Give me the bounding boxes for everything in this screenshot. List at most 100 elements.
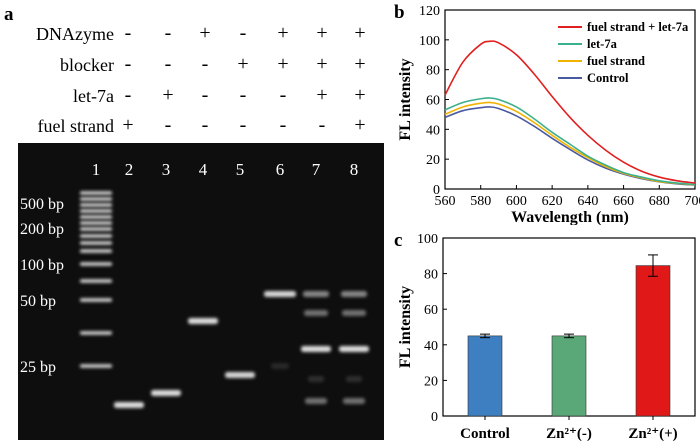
sign-cell: - xyxy=(279,114,287,136)
row-label: DNAzyme xyxy=(36,24,114,44)
lane-number: 7 xyxy=(312,160,321,179)
category-label: Zn²⁺(+) xyxy=(628,426,677,442)
sign-cell: + xyxy=(316,84,328,106)
sign-cell: - xyxy=(164,53,172,75)
bar xyxy=(635,265,671,417)
series-line xyxy=(444,40,696,184)
sign-cell: - xyxy=(124,53,132,75)
panel-c-label: c xyxy=(394,230,402,251)
sign-cell: - xyxy=(201,53,209,75)
sign-cell: - xyxy=(201,84,209,106)
ladder-band xyxy=(80,221,112,225)
ladder-band xyxy=(80,234,112,238)
x-tick-label-b: 620 xyxy=(542,194,563,209)
ladder-band xyxy=(80,241,112,245)
sign-cell: + xyxy=(354,84,366,106)
legend-label: Control xyxy=(587,71,629,85)
sign-cell: + xyxy=(354,114,366,136)
ladder-band xyxy=(80,298,112,302)
y-tick-label-b: 80 xyxy=(426,64,440,79)
sign-cell: - xyxy=(201,114,209,136)
legend-label: let-7a xyxy=(587,37,618,51)
plot-frame-b xyxy=(444,9,696,190)
lane-number: 4 xyxy=(199,160,208,179)
x-tick-label-b: 580 xyxy=(470,194,491,209)
gel-band xyxy=(308,376,324,382)
y-tick-label-b: 0 xyxy=(433,183,440,198)
row-label: fuel strand xyxy=(37,116,114,136)
gel-band xyxy=(271,363,289,369)
lane-number: 5 xyxy=(236,160,245,179)
gel-band xyxy=(343,398,365,404)
x-tick-label-b: 600 xyxy=(506,194,527,209)
y-tick-label-b: 100 xyxy=(419,34,440,49)
sign-cell: + xyxy=(277,22,289,44)
y-axis-label-c: FL intensity xyxy=(397,286,414,368)
ladder-band xyxy=(80,279,112,283)
y-tick-label-b: 20 xyxy=(426,153,440,168)
gel-band xyxy=(341,291,367,297)
sign-cell: + xyxy=(237,53,249,75)
row-label: let-7a xyxy=(73,86,114,106)
bar xyxy=(467,335,503,417)
gel-band xyxy=(346,376,362,382)
sign-cell: + xyxy=(316,53,328,75)
y-tick-label-c: 0 xyxy=(431,410,438,425)
sign-cell: - xyxy=(239,22,247,44)
series-line xyxy=(444,97,696,186)
x-tick-label-b: 640 xyxy=(577,194,598,209)
legend-label: fuel strand + let-7a xyxy=(587,20,689,34)
gel-svg: 1 2 3 4 5 6 7 8 500 bp 200 bp 100 bp 50 bp 25 bp xyxy=(20,160,369,408)
marker-label: 500 bp xyxy=(20,196,64,213)
sign-cell: + xyxy=(354,53,366,75)
sign-cell: + xyxy=(199,22,211,44)
sign-cell: - xyxy=(239,84,247,106)
gel-band xyxy=(264,291,296,297)
ladder-band xyxy=(80,197,112,201)
ladder-band xyxy=(80,215,112,219)
ladder-band xyxy=(80,227,112,231)
lane-number: 3 xyxy=(162,160,171,179)
bar xyxy=(551,335,587,417)
chart-b: b 0 20 40 60 80 100 120 560 580 600 620 640 660 680 700… xyxy=(394,2,700,225)
gel-band xyxy=(225,372,255,378)
sign-cell: - xyxy=(124,84,132,106)
panel-b-label: b xyxy=(394,2,405,23)
ladder-band xyxy=(80,364,112,368)
gel-band xyxy=(151,390,181,396)
sign-cell: + xyxy=(277,53,289,75)
ladder-band xyxy=(80,209,112,213)
category-label: Zn²⁺(-) xyxy=(546,426,592,442)
ladder-band xyxy=(80,331,112,335)
category-label: Control xyxy=(460,426,510,442)
gel-image: 1 2 3 4 5 6 7 8 500 bp 200 bp 100 bp 50 bp 25 bp xyxy=(18,143,384,440)
marker-label: 50 bp xyxy=(20,293,56,310)
sign-cell: - xyxy=(279,84,287,106)
gel-band xyxy=(342,310,366,316)
sign-cell: + xyxy=(354,22,366,44)
lane-number: 6 xyxy=(276,160,285,179)
x-tick-label-b: 700 xyxy=(685,194,700,209)
gel-band xyxy=(305,398,327,404)
chart-c: c 0 20 40 60 80 100 FL intensity Control Zn²⁺(-) Z… xyxy=(394,230,696,442)
marker-label: 25 bp xyxy=(20,359,56,376)
panel-a-label: a xyxy=(4,4,14,25)
x-tick-label-b: 660 xyxy=(613,194,634,209)
legend-label: fuel strand xyxy=(587,54,645,68)
series-line xyxy=(444,106,696,186)
gel-band xyxy=(188,318,218,324)
y-tick-label-b: 60 xyxy=(426,94,440,109)
sign-cell: + xyxy=(162,84,174,106)
gel-band xyxy=(301,346,331,352)
y-tick-label-c: 20 xyxy=(424,374,438,389)
gel-band xyxy=(303,291,329,297)
sign-cell: - xyxy=(164,114,172,136)
lane-number: 2 xyxy=(125,160,134,179)
gel-band xyxy=(339,346,369,352)
sign-cell: - xyxy=(164,22,172,44)
x-tick-label-b: 680 xyxy=(649,194,670,209)
sign-cell: - xyxy=(124,22,132,44)
ladder-band xyxy=(80,262,112,266)
sign-cell: + xyxy=(122,114,134,136)
ladder-band xyxy=(80,203,112,207)
